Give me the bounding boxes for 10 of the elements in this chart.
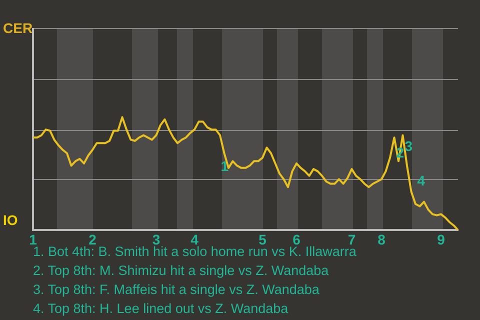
text: IO: [3, 212, 18, 228]
text: 4. Top 8th: H. Lee lined out vs Z. Wandaba: [33, 300, 290, 318]
text: 3. Top 8th: F. Maffeis hit a single vs Z. Wandaba: [33, 281, 320, 299]
annotation: 3: [404, 138, 413, 154]
text: 2. Top 8th: M. Shimizu hit a single vs Z. Wandaba: [33, 262, 330, 280]
annotation: 2: [396, 144, 404, 160]
annotation: 1: [220, 158, 229, 174]
text: CER: [3, 20, 33, 36]
x-tick-label: 8: [378, 231, 386, 248]
x-tick-label: 9: [437, 231, 446, 248]
